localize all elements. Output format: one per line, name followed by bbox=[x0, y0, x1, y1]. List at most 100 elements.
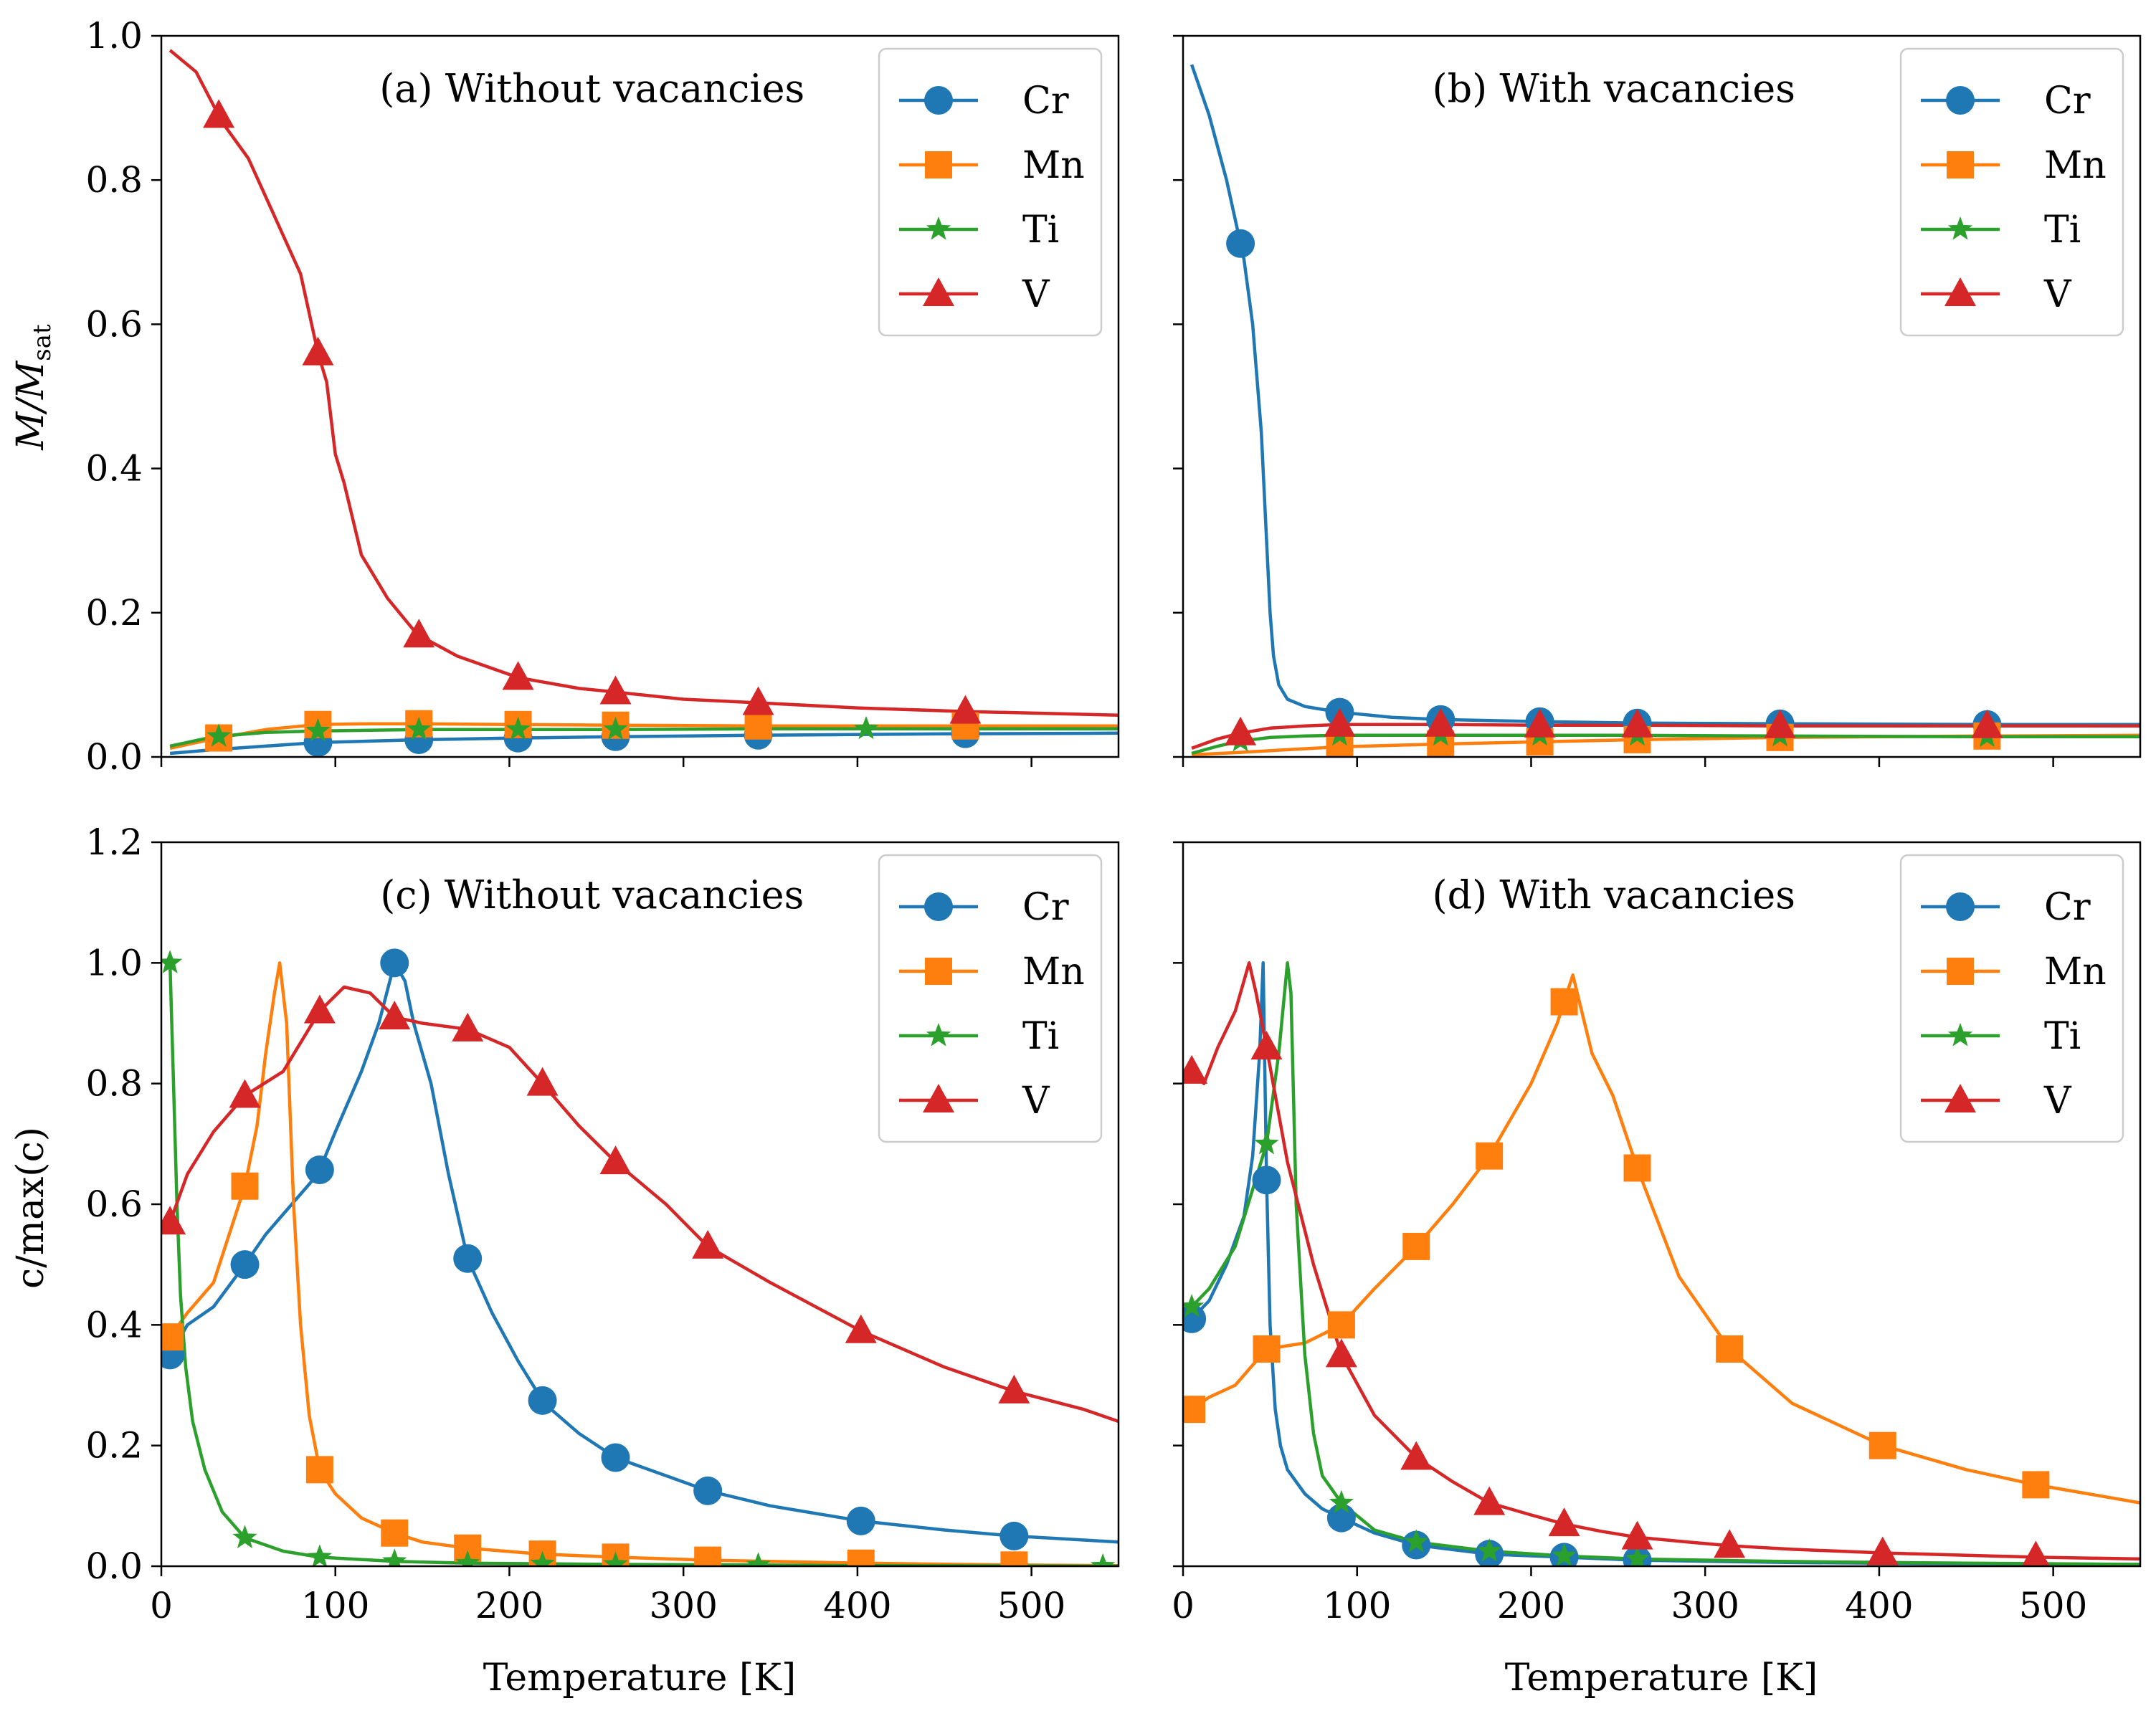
panel-1: 0.0 0.2 0.4 0.6 0.8 1.0 (a) Without vacancies C… bbox=[85, 15, 1120, 778]
marker-ti bbox=[530, 1550, 555, 1566]
marker-v bbox=[1183, 1054, 1208, 1084]
panel-title: (b) With vacancies bbox=[1433, 66, 1795, 111]
legend-marker-v bbox=[923, 277, 954, 306]
legend-marker-mn bbox=[925, 958, 952, 985]
legend-marker-mn bbox=[1947, 151, 1974, 178]
marker-mn bbox=[381, 1519, 409, 1547]
legend-label-v: V bbox=[2043, 1079, 2072, 1123]
marker-mn bbox=[744, 712, 772, 740]
marker-cr bbox=[305, 1155, 334, 1185]
marker-ti bbox=[1625, 1545, 1650, 1566]
marker-ti bbox=[853, 715, 879, 740]
marker-v bbox=[1621, 1520, 1653, 1550]
marker-mn bbox=[1327, 1311, 1355, 1339]
y-tick-label: 0.2 bbox=[85, 592, 143, 634]
marker-v bbox=[452, 1012, 484, 1042]
marker-v bbox=[845, 1314, 877, 1343]
marker-mn bbox=[1253, 1335, 1281, 1363]
marker-v bbox=[1866, 1536, 1899, 1565]
marker-ti bbox=[232, 1525, 257, 1548]
y-tick-label: 0.2 bbox=[85, 1425, 143, 1467]
y-tick-label: 0.6 bbox=[85, 303, 143, 345]
series-line-cr bbox=[168, 961, 1119, 1544]
marker-ti bbox=[1552, 1543, 1577, 1566]
marker-v bbox=[1473, 1486, 1506, 1515]
panel-title: (d) With vacancies bbox=[1433, 872, 1795, 918]
marker-ti bbox=[407, 716, 432, 740]
legend-marker-mn bbox=[1947, 958, 1974, 985]
marker-v bbox=[302, 336, 334, 366]
panel-title: (c) Without vacancies bbox=[380, 872, 804, 918]
marker-v bbox=[502, 661, 534, 690]
marker-mn bbox=[1716, 1335, 1744, 1363]
marker-v bbox=[2021, 1540, 2050, 1566]
plot-area bbox=[168, 49, 1119, 757]
legend-label-ti: Ti bbox=[2044, 209, 2081, 252]
marker-mn bbox=[2022, 1471, 2050, 1499]
marker-v bbox=[1325, 1338, 1357, 1368]
marker-cr bbox=[846, 1506, 875, 1535]
marker-mn bbox=[847, 1549, 875, 1566]
panel-4: 0 100 200 300 400 500 (d) With vacancies Cr Mn Ti… bbox=[1172, 841, 2142, 1626]
plot-area bbox=[161, 948, 1119, 1566]
marker-ti bbox=[603, 716, 628, 740]
marker-mn bbox=[1402, 1232, 1430, 1260]
y-tick-label: 0.4 bbox=[85, 1304, 143, 1345]
axes-frame bbox=[1182, 34, 2142, 758]
panels: 0.0 0.2 0.4 0.6 0.8 1.0 (a) Without vacancies C… bbox=[85, 15, 2142, 1626]
marker-v bbox=[203, 99, 235, 128]
marker-v bbox=[1524, 708, 1556, 738]
marker-cr bbox=[601, 1443, 630, 1472]
legend-label-v: V bbox=[1022, 273, 1050, 316]
legend-marker-ti bbox=[926, 1023, 951, 1047]
marker-ti bbox=[307, 1544, 332, 1566]
marker-cr bbox=[230, 1250, 260, 1279]
marker-v bbox=[403, 619, 435, 648]
legend-marker-v bbox=[1944, 1084, 1976, 1112]
legend-marker-cr bbox=[924, 892, 953, 921]
marker-cr bbox=[999, 1521, 1029, 1550]
legend-label-ti: Ti bbox=[2044, 1015, 2081, 1058]
xlabel-right: Temperature [K] bbox=[1505, 1657, 1818, 1700]
legend: Cr Mn Ti V bbox=[878, 47, 1103, 337]
series-line-mn bbox=[168, 961, 1119, 1566]
legend-label-cr: Cr bbox=[1022, 886, 1069, 929]
series-line-cr bbox=[1189, 64, 2140, 726]
y-tick-label: 0.0 bbox=[85, 1545, 143, 1587]
legend-marker-ti bbox=[926, 216, 951, 240]
xlabel-left: Temperature [K] bbox=[483, 1657, 797, 1700]
marker-mn bbox=[1550, 988, 1578, 1016]
series-line-v bbox=[168, 49, 1119, 717]
marker-v bbox=[949, 695, 982, 724]
marker-v bbox=[379, 1001, 411, 1030]
marker-ti bbox=[746, 1552, 771, 1566]
y-tick-label: 0.0 bbox=[85, 736, 143, 778]
marker-v bbox=[1324, 707, 1356, 737]
marker-v bbox=[692, 1229, 724, 1259]
y-tick-label: 0.6 bbox=[85, 1183, 143, 1225]
legend-label-ti: Ti bbox=[1022, 209, 1059, 252]
marker-mn bbox=[1476, 1142, 1504, 1170]
marker-ti bbox=[1091, 1553, 1116, 1566]
marker-ti bbox=[1183, 1294, 1205, 1317]
axes-frame bbox=[160, 34, 1120, 758]
marker-cr bbox=[693, 1476, 723, 1505]
x-tick-label: 0 bbox=[1172, 1585, 1195, 1626]
legend-label-mn: Mn bbox=[2044, 144, 2107, 187]
marker-v bbox=[1971, 709, 2003, 738]
marker-ti bbox=[206, 723, 232, 747]
marker-v bbox=[229, 1079, 261, 1108]
legend-marker-ti bbox=[1947, 1023, 1973, 1047]
marker-mn bbox=[1000, 1551, 1028, 1566]
marker-ti bbox=[1477, 1538, 1502, 1562]
legend: Cr Mn Ti V bbox=[1899, 854, 2124, 1143]
y-tick-label: 1.0 bbox=[85, 15, 143, 57]
x-tick-label: 400 bbox=[1845, 1585, 1913, 1626]
marker-v bbox=[526, 1067, 559, 1096]
marker-v bbox=[1548, 1507, 1580, 1537]
marker-mn bbox=[1183, 1396, 1206, 1424]
legend-label-cr: Cr bbox=[2044, 886, 2091, 929]
marker-ti bbox=[1329, 1490, 1354, 1514]
marker-ti bbox=[1254, 1130, 1279, 1155]
